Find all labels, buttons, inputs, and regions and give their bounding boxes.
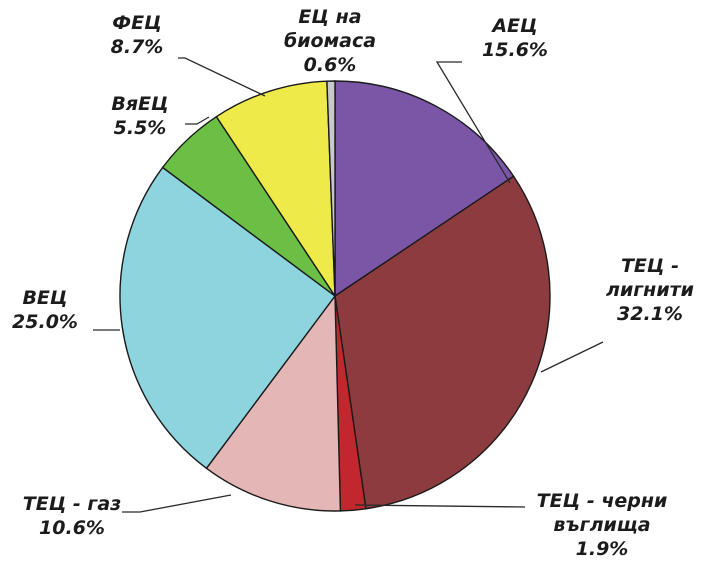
leader-line-tec-gas: [122, 494, 232, 513]
slice-label-line: 15.6%: [482, 39, 548, 61]
slice-label-line: ВЕЦ: [22, 287, 67, 309]
slice-label-tec-black-coal: ТЕЦ - черни въглища 1.9%: [537, 490, 668, 560]
leader-line-aec: [435, 61, 511, 184]
slice-label-line: 5.5%: [114, 117, 167, 139]
leader-line-fec: [178, 57, 266, 97]
slice-label-line: 1.9%: [576, 538, 629, 560]
slice-label-line: ТЕЦ - черни: [537, 490, 668, 512]
slice-label-line: биомаса: [284, 30, 376, 52]
slice-label-line: 8.7%: [111, 36, 164, 58]
slice-label-fec: ФЕЦ 8.7%: [111, 12, 164, 58]
slice-label-line: въглища: [553, 514, 650, 536]
slice-label-tec-gas: ТЕЦ - газ 10.6%: [23, 493, 121, 539]
slice-label-line: ФЕЦ: [112, 12, 161, 34]
slice-label-line: лигнити: [606, 279, 694, 301]
pie-slice-biomass: [326, 80, 336, 297]
slice-label-biomass: ЕЦ на биомаса 0.6%: [284, 6, 376, 76]
slice-label-line: 32.1%: [617, 303, 683, 325]
slice-label-line: ЕЦ на: [298, 6, 361, 28]
slice-label-line: ТЕЦ -: [621, 255, 679, 277]
pie-slice-tec-gas: [205, 293, 342, 512]
pie-slice-vec: [119, 166, 336, 470]
leader-line-vyaec: [185, 116, 210, 125]
pie-slice-fec: [215, 80, 336, 299]
leader-line-tec-lignite: [540, 341, 604, 373]
slice-label-tec-lignite: ТЕЦ -лигнити 32.1%: [606, 255, 694, 325]
slice-label-line: ВяЕЦ: [111, 93, 168, 115]
leader-line-tec-black-coal: [354, 504, 526, 508]
pie-slice-tec-lignite: [334, 175, 551, 510]
slice-label-line: 0.6%: [304, 54, 357, 76]
pie-slice-aec: [334, 80, 515, 298]
slice-label-vyaec: ВяЕЦ 5.5%: [111, 93, 168, 139]
slice-label-aec: АЕЦ 15.6%: [482, 15, 548, 61]
slice-label-vec: ВЕЦ 25.0%: [12, 287, 78, 333]
slice-label-line: 10.6%: [39, 517, 105, 539]
slice-label-line: АЕЦ: [490, 15, 537, 37]
slice-label-line: 25.0%: [12, 311, 78, 333]
slice-label-line: ТЕЦ - газ: [23, 493, 121, 515]
